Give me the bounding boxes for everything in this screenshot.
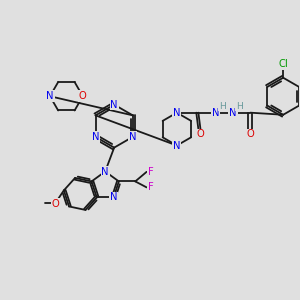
Text: N: N	[110, 192, 117, 203]
Text: N: N	[46, 91, 54, 101]
Text: Cl: Cl	[278, 59, 288, 69]
Text: N: N	[129, 132, 136, 142]
Text: N: N	[173, 140, 181, 151]
Text: N: N	[92, 132, 99, 142]
Text: F: F	[148, 167, 154, 177]
Text: H: H	[236, 102, 243, 111]
Text: F: F	[148, 182, 154, 192]
Text: N: N	[212, 108, 219, 118]
Text: O: O	[247, 130, 254, 140]
Text: O: O	[52, 199, 59, 208]
Text: H: H	[219, 102, 226, 111]
Text: O: O	[196, 130, 204, 140]
Text: N: N	[110, 100, 118, 110]
Text: N: N	[229, 108, 237, 118]
Text: O: O	[79, 91, 87, 101]
Text: N: N	[173, 108, 181, 118]
Text: N: N	[101, 167, 109, 176]
